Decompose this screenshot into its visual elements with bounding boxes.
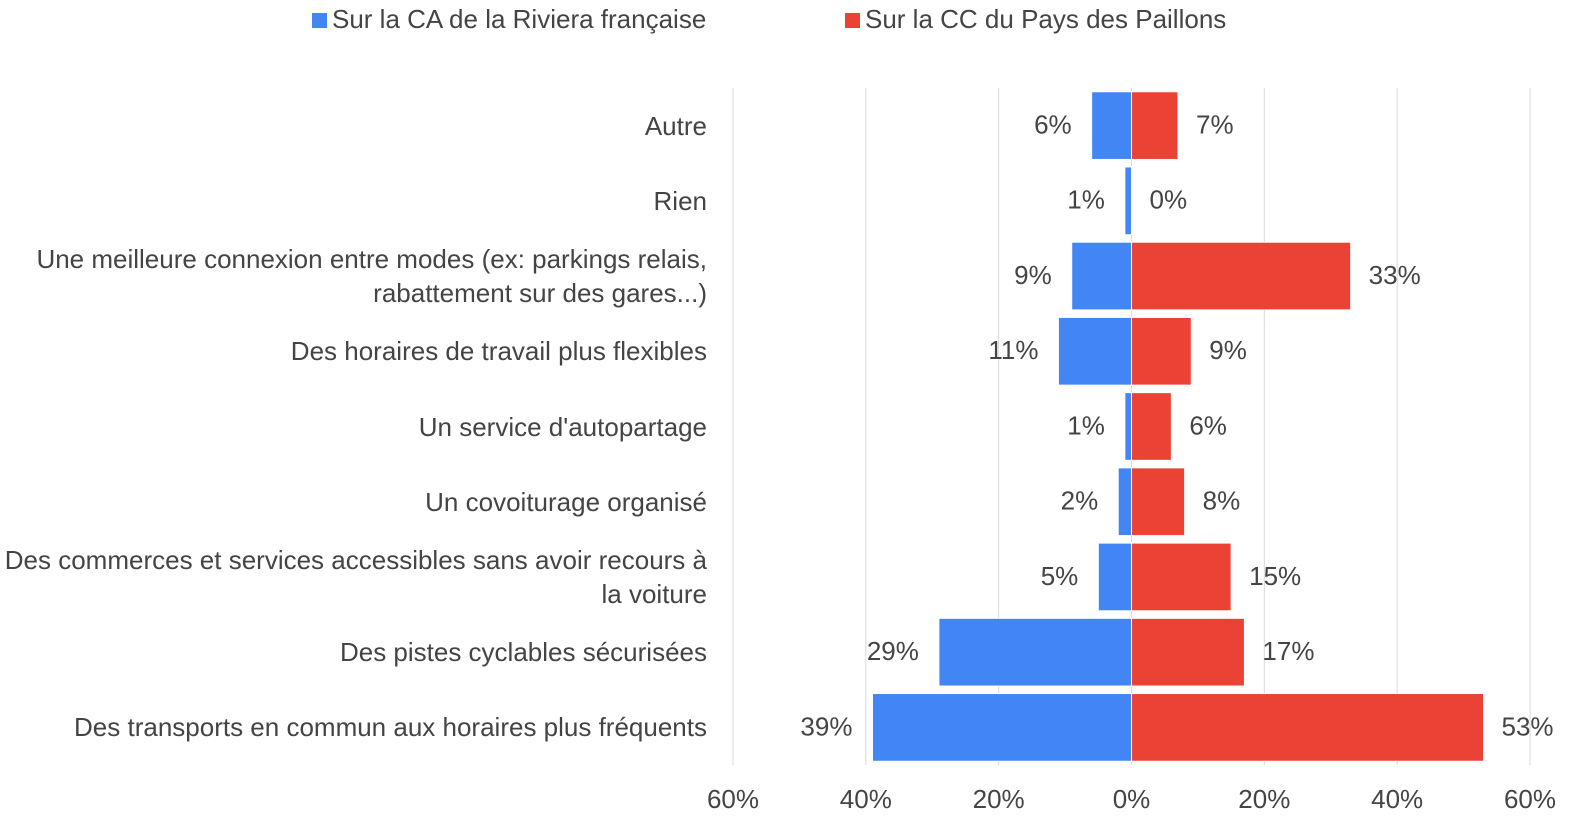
category-label: Un service d'autopartage (418, 411, 707, 442)
bar (1124, 166, 1132, 236)
data-label: 5% (1041, 561, 1079, 591)
x-tick-label: 40% (840, 784, 892, 814)
x-tick-label: 0% (1113, 784, 1151, 814)
legend-label: Sur la CA de la Riviera française (332, 4, 706, 34)
bar (1117, 467, 1133, 537)
legend-label: Sur la CC du Pays des Paillons (865, 4, 1226, 34)
x-tick-label: 20% (973, 784, 1025, 814)
bar (1097, 542, 1132, 612)
category-label: Rien (653, 185, 707, 216)
category-label: Des commerces et services accessibles sa… (4, 544, 707, 609)
bar (871, 693, 1132, 762)
bar (1131, 241, 1352, 311)
category-label: Autre (644, 110, 707, 141)
bar (1131, 693, 1485, 762)
data-label: 6% (1189, 410, 1227, 440)
x-tick-label: 60% (707, 784, 759, 814)
data-label: 1% (1067, 410, 1105, 440)
category-label: Un covoiturage organisé (425, 486, 707, 517)
bar (1131, 542, 1232, 612)
bar (1131, 392, 1172, 461)
bar (1131, 316, 1192, 386)
data-label: 11% (988, 335, 1038, 365)
data-label: 9% (1014, 260, 1052, 290)
category-label: Des transports en commun aux horaires pl… (74, 712, 707, 743)
data-label: 9% (1209, 335, 1247, 365)
data-label: 53% (1502, 711, 1554, 741)
x-tick-label: 60% (1504, 784, 1556, 814)
x-tick-label: 40% (1371, 784, 1423, 814)
category-label: Des pistes cyclables sécurisées (339, 637, 707, 668)
data-label: 33% (1369, 260, 1421, 290)
data-label: 2% (1061, 486, 1099, 516)
bar (1057, 316, 1132, 386)
data-label: 0% (1150, 185, 1188, 215)
bar (1071, 241, 1132, 311)
data-label: 7% (1196, 109, 1234, 139)
legend-swatch (312, 13, 327, 28)
data-label: 39% (800, 711, 852, 741)
x-tick-label: 20% (1238, 784, 1290, 814)
bar (1131, 467, 1186, 537)
data-label: 8% (1203, 486, 1241, 516)
bar (1131, 617, 1245, 687)
category-label: Des horaires de travail plus flexibles (290, 336, 707, 367)
bar (938, 617, 1132, 687)
data-label: 6% (1034, 109, 1072, 139)
data-label: 1% (1067, 185, 1105, 215)
data-label: 17% (1262, 636, 1314, 666)
bar (1124, 392, 1132, 461)
bar (1131, 91, 1179, 160)
data-label: 15% (1249, 561, 1301, 591)
data-label: 29% (867, 636, 919, 666)
bar (1091, 91, 1133, 160)
category-label: Une meilleure connexion entre modes (ex:… (36, 244, 707, 309)
legend-swatch (845, 13, 860, 28)
